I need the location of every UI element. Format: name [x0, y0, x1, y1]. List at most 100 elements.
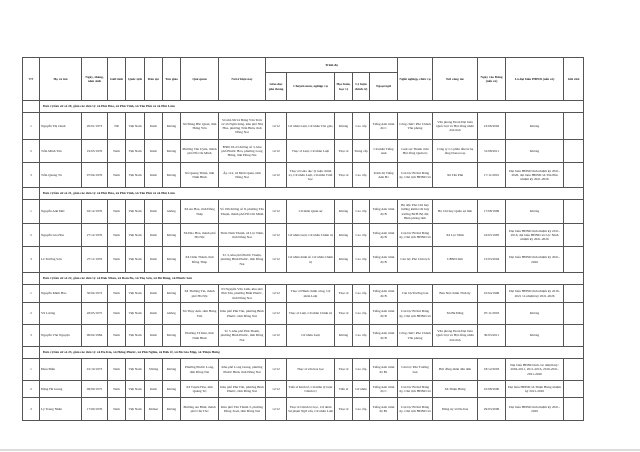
table-cell: Công ty Cổ phần đầu tư hạ tầng Donacoop [432, 139, 479, 163]
table-cell: 3 [22, 397, 40, 421]
table-cell: Lý Trung Nhân [39, 397, 82, 421]
table-cell: Công chức/ Phó Chánh Văn phòng [397, 112, 434, 140]
page-bottom-edge [0, 449, 640, 451]
table-cell: Tiếng Anh trình độ C [368, 380, 399, 398]
header-specialty: Chuyên môn, nghiệp vụ [286, 72, 335, 101]
table-cell: Nguyễn Gia Hòa [39, 223, 82, 247]
table-cell: Cán bộ/ Bí thư Đảng ủy, Chủ tịch HĐND xã [397, 162, 434, 188]
header-nationality: Quốc tịch [125, 57, 145, 101]
table-cell: Không [162, 380, 181, 398]
table-cell: Luật sư/ Thành viên Hội đồng Quản trị [397, 139, 434, 163]
table-cell: Số 196 đường số 8, phường Tân Thuận, thà… [218, 199, 266, 224]
table-cell: Kinh [144, 380, 163, 398]
table-cell [563, 358, 585, 381]
table-cell: Cao cấp [352, 302, 370, 325]
table-cell: Đại biểu HĐND tỉnh nhiệm kỳ 2021-2026 [505, 397, 565, 421]
header-politics: Lý luận chính trị [352, 72, 370, 101]
table-cell: 12/12 [265, 324, 287, 347]
table-cell: Cán bộ/ Bí thư Đảng ủy, Chủ tịch HĐND xã [397, 302, 434, 325]
table-cell: Việt Nam [125, 380, 145, 398]
table-cell: 2 [22, 223, 40, 247]
table-cell: Tiếng Anh trình độ B [368, 302, 399, 325]
table-row: 3 Lý Trung Nhân 17/09/1976 Nam Việt Nam Khmer… [22, 397, 585, 421]
table-cell: Nam [107, 324, 126, 347]
table-row: 3 Lê Trường Sơn 27/11/1976 Nam Việt Nam Kinh K… [22, 246, 585, 273]
table-cell: Điểu Điều [39, 358, 82, 381]
table-cell: 06/02/1984 [81, 324, 108, 347]
table-cell: Việt Nam [125, 199, 145, 224]
table-cell: Phường Tế Khê, tỉnh Ninh Bình [180, 324, 219, 347]
table-cell: Cử nhân Quân sự [286, 199, 335, 224]
table-cell [563, 397, 585, 421]
table-cell: 23/06/2002 [477, 112, 507, 140]
constituency-row: Đơn vị bầu cử số 21, gồm các đơn vị: xã … [22, 187, 585, 200]
table-cell: Xã Thường Tín, thành phố Hà Nội [180, 284, 219, 303]
table-cell [563, 284, 585, 303]
table-cell: Nam [107, 284, 126, 303]
table-cell: Đại biểu HĐND xã Thiện Hưng nhiệm kỳ 202… [505, 380, 565, 398]
table-cell: Không [162, 246, 181, 273]
table-cell: Nam [107, 380, 126, 398]
table-cell: Khmer [144, 397, 163, 421]
table-cell: Thạc sĩ [334, 162, 353, 188]
table-cell: không [162, 302, 181, 325]
table-cell: 12/12 [265, 112, 287, 140]
header-dob: Ngày, tháng, năm sinh [81, 57, 108, 101]
header-party-date: Ngày vào Đảng (nếu có) [477, 57, 507, 101]
table-cell: Trình độ Tiếng Anh B1 [368, 162, 399, 188]
table-cell: Kinh [144, 112, 163, 140]
table-cell: Không [162, 162, 181, 188]
table-cell: Nam [107, 223, 126, 247]
table-cell: Việt Nam [125, 162, 145, 188]
table-cell: Thạc sĩ văn hóa học [286, 358, 335, 381]
table-cell: Tiến sĩ Kinh tế, Cử nhân lý luận Chính t… [286, 380, 335, 398]
table-cell: 3 [22, 246, 40, 273]
table-cell: Cao cấp [352, 162, 370, 188]
table-cell: 2 [22, 380, 40, 398]
table-cell: Văn phòng Đoàn Đại biểu Quốc hội và Hội … [432, 112, 479, 140]
table-cell: Phường Phước Long, tỉnh Đồng Nai [180, 358, 219, 381]
table-cell: 30/03/2011 [477, 324, 507, 347]
table-cell: Kinh [144, 302, 163, 325]
table-cell: Không [505, 112, 565, 140]
header-degree: Học hàm, học vị [334, 72, 353, 101]
table-cell: Trần Quang Tú [39, 162, 82, 188]
table-cell: 12/12 [265, 380, 287, 398]
table-cell: Thạc sĩ [334, 284, 353, 303]
table-cell: Trung cấp [352, 139, 370, 163]
header-note: Ghi chú [563, 57, 585, 101]
table-cell: Không [505, 139, 565, 163]
table-row: 1 Nguyễn Thị Oanh 20/01/1973 Nữ Việt Nam Kinh… [22, 112, 585, 140]
header-hometown: Quê quán [180, 57, 219, 101]
table-cell: Việt Nam [125, 358, 145, 381]
table-cell: Cử nhân [352, 380, 370, 398]
table-cell: Thạc sĩ Luật, Cử nhân Luật [286, 139, 335, 163]
header-gender: Giới tính [107, 57, 126, 101]
header-delegate: Là đại biểu HĐND (nếu có) [505, 57, 565, 101]
table-cell: 12/12 [265, 199, 287, 224]
table-cell: Tiếng Anh trình độ B [368, 284, 399, 303]
table-cell: 1 [22, 199, 40, 224]
constituency-title: Đơn vị bầu cử số 21, gồm các đơn vị: xã … [38, 187, 585, 200]
table-cell: 16/03/1995 [477, 223, 507, 247]
table-cell: 17/09/1976 [81, 397, 108, 421]
table-cell: Tiến sĩ [334, 380, 353, 398]
table-cell: Cao cấp [352, 223, 370, 247]
table-cell: Tiếng Anh trình độ C [368, 112, 399, 140]
table-cell: Việt Nam [125, 284, 145, 303]
table-cell: Nguyễn Minh Hào [39, 284, 82, 303]
header-residence: Nơi ở hiện nay [218, 57, 266, 101]
table-cell: Xã Lộc Ninh [432, 223, 479, 247]
table-cell: Thạc sĩ [334, 358, 353, 381]
table-cell: Kinh [144, 324, 163, 347]
table-cell: 3 [22, 162, 40, 188]
table-cell: Xã Đông Bắc Quan, tỉnh Hưng Yên [180, 112, 219, 140]
table-cell: 10/08/2000 [477, 380, 507, 398]
table-cell: Nguyễn Thị Oanh [39, 112, 82, 140]
table-row: 2 Nguyễn Gia Hòa 27/12/1976 Nam Việt Nam Kinh… [22, 223, 585, 247]
table-cell: Xã Quang Thiện, tỉnh Ninh Bình [180, 162, 219, 188]
table-cell: Trần Minh Tân [39, 139, 82, 163]
constituency-row: Đơn vị bầu cử số 23, gồm các đơn vị: xã … [22, 346, 585, 359]
table-cell: Lê Trường Sơn [39, 246, 82, 273]
table-cell: Không [334, 246, 353, 273]
